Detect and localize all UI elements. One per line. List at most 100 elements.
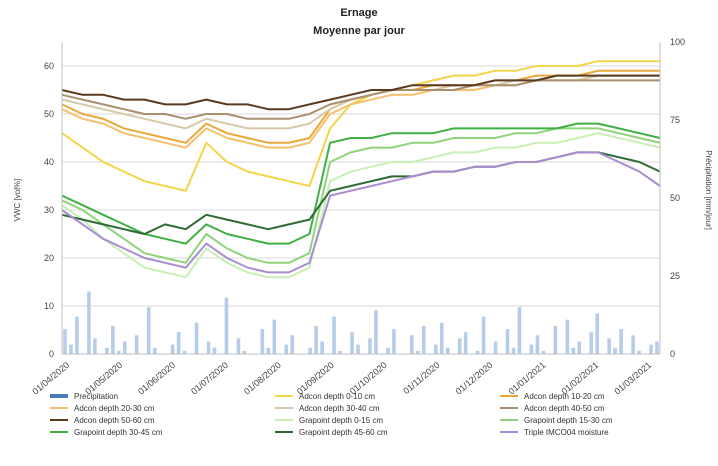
x-tick-label: 01/07/2020	[189, 360, 230, 397]
y-tick-label: 20	[44, 253, 54, 263]
series-line	[61, 60, 660, 192]
precipitation-bar	[445, 347, 450, 354]
precipitation-bar	[308, 347, 312, 354]
precipitation-bar	[266, 347, 271, 354]
precipitation-bar	[511, 347, 516, 354]
precipitation-bar	[290, 335, 295, 354]
precipitation-bar	[176, 332, 181, 354]
y2-tick-label: 0	[670, 349, 675, 359]
y-tick-label: 10	[44, 301, 54, 311]
series-line	[61, 151, 661, 274]
precipitation-bar	[595, 313, 600, 354]
precipitation-bar	[517, 307, 522, 354]
series-line	[61, 69, 660, 144]
x-tick-label: 01/02/2021	[559, 360, 600, 397]
precipitation-bar	[421, 325, 426, 354]
precipitation-bar	[637, 350, 641, 354]
precipitation-bar	[224, 297, 229, 354]
x-tick-label: 01/06/2020	[136, 360, 177, 397]
precipitation-bar	[332, 316, 336, 354]
x-tick-label: 01/05/2020	[83, 360, 124, 397]
precipitation-bar	[75, 316, 79, 354]
series-line	[61, 74, 660, 111]
precipitation-bar	[212, 347, 217, 354]
y2-tick-label: 75	[670, 115, 680, 125]
precipitation-bar	[463, 332, 468, 354]
precipitation-bar	[655, 341, 659, 354]
precipitation-bar	[356, 344, 360, 354]
grid	[62, 65, 660, 355]
legend-entry-label: Adcon depth 0-10 cm	[299, 392, 375, 401]
legend-entry-label: Triple IMCO04 moisture	[524, 428, 609, 437]
precipitation-bar	[236, 338, 241, 354]
x-tick-label: 01/11/2020	[401, 360, 441, 396]
precipitation-bar	[350, 332, 354, 354]
x-tick-label: 01/04/2020	[30, 360, 71, 397]
precipitation-bar	[152, 347, 157, 354]
legend-entry-label: Adcon depth 20-30 cm	[74, 404, 155, 413]
precipitation-bar	[529, 344, 534, 354]
precipitation-bar	[457, 338, 462, 354]
x-tick-label: 01/01/2021	[507, 360, 548, 397]
precipitation-bar	[368, 338, 372, 354]
chart-subtitle: Moyenne par jour	[313, 25, 405, 37]
series-lines	[61, 60, 661, 279]
y-tick-label: 30	[44, 205, 54, 215]
x-tick-label: 01/12/2020	[454, 360, 495, 397]
precipitation-bar	[553, 325, 558, 354]
precipitation-bars	[63, 291, 659, 354]
precipitation-bar	[122, 341, 127, 354]
precipitation-bar	[416, 350, 420, 354]
legend-entry-label: Grapoint depth 0-15 cm	[299, 416, 383, 425]
precipitation-bar	[589, 332, 594, 354]
series-line	[61, 151, 661, 235]
precipitation-bar	[170, 344, 175, 354]
precipitation-bar	[613, 347, 617, 354]
precipitation-bar	[314, 325, 318, 354]
precipitation-bar	[146, 307, 151, 354]
precipitation-bar	[505, 329, 510, 354]
precipitation-bar	[63, 329, 67, 354]
series-line	[61, 132, 661, 279]
y-tick-label: 40	[44, 157, 54, 167]
precipitation-bar	[433, 344, 438, 354]
y-tick-label: 0	[49, 349, 54, 359]
precipitation-bar	[338, 350, 342, 354]
precipitation-bar	[93, 338, 97, 354]
legend-entry-label: Adcon depth 50-60 cm	[74, 416, 155, 425]
y-axis-label: VWC [vol%]	[13, 179, 22, 222]
y2-tick-label: 50	[670, 193, 680, 203]
precipitation-bar	[320, 341, 324, 354]
legend-entry-label: Precipitation	[74, 392, 118, 401]
precipitation-bar	[69, 344, 73, 354]
precipitation-bar	[392, 329, 396, 354]
legend-entry-label: Grapoint depth 30-45 cm	[74, 428, 163, 437]
precipitation-bar	[194, 322, 199, 354]
precipitation-bar	[111, 325, 115, 354]
x-tick-label: 01/09/2020	[295, 360, 336, 397]
precipitation-bar	[541, 350, 546, 354]
legend-entry-label: Adcon depth 30-40 cm	[299, 404, 380, 413]
x-tick-label: 01/08/2020	[242, 360, 283, 397]
precipitation-bar	[619, 329, 623, 354]
y-tick-label: 60	[44, 61, 54, 71]
precipitation-bar	[105, 347, 109, 354]
precipitation-bar	[386, 347, 390, 354]
precipitation-bar	[577, 341, 582, 354]
legend-entry-label: Grapoint depth 15-30 cm	[524, 416, 613, 425]
precipitation-bar	[571, 347, 576, 354]
precipitation-bar	[493, 341, 498, 354]
precipitation-bar	[535, 335, 540, 354]
chart-title: Ernage	[340, 7, 377, 19]
precipitation-bar	[284, 344, 289, 354]
y2-tick-label: 100	[670, 37, 685, 47]
precipitation-bar	[260, 329, 265, 354]
series-line	[61, 79, 660, 120]
precipitation-bar	[272, 319, 277, 354]
precipitation-bar	[649, 344, 653, 354]
legend-entry-label: Adcon depth 40-50 cm	[524, 404, 605, 413]
precipitation-bar	[565, 319, 570, 354]
axes: 0 10 20 30 40 50 60 0 25 50 75 100 01/04/2020 01/05/2…	[30, 37, 685, 396]
